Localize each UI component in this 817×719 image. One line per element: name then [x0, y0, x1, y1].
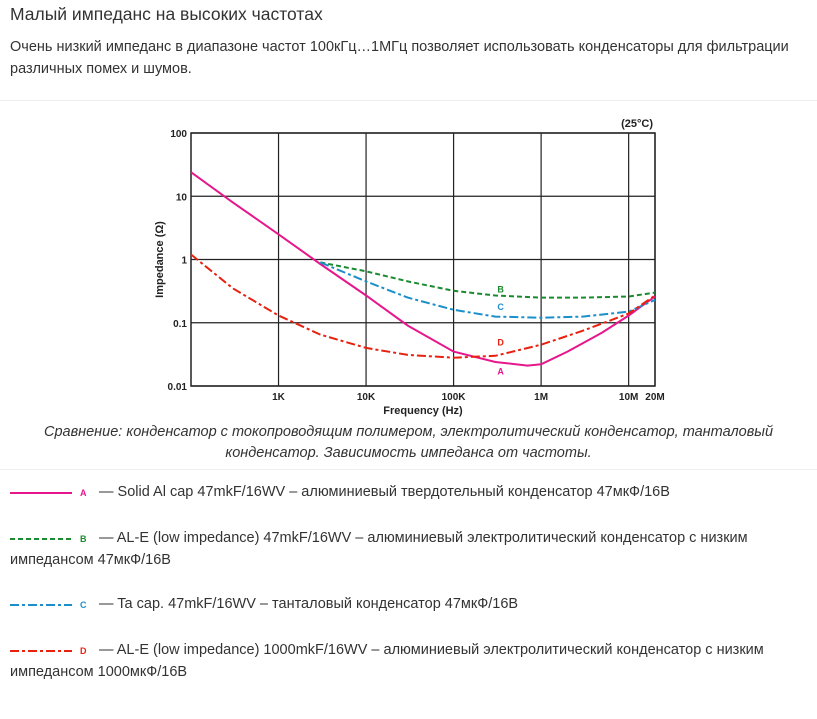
chart-figure: 100 10 1 0.1 0.01 1K 10K 100K 1M 10M 20M Frequency … [0, 100, 817, 470]
y-axis-label: Impedance (Ω) [154, 221, 166, 298]
legend-item-d: D — AL-E (low impedance) 1000mkF/16WV – … [10, 639, 800, 683]
legend-key: D [80, 646, 87, 656]
series-label-c: C [497, 302, 504, 312]
plot-frame [190, 132, 656, 387]
x-tick-label: 1K [272, 392, 286, 403]
legend-item-a: A — Solid Al cap 47mkF/16WV – алюминиевы… [10, 481, 800, 503]
y-tick-label: 10 [176, 192, 188, 203]
temperature-annotation: (25°C) [621, 118, 653, 130]
x-tick-label: 10K [357, 392, 376, 403]
x-tick-label: 1M [534, 392, 548, 403]
impedance-chart: 100 10 1 0.1 0.01 1K 10K 100K 1M 10M 20M Frequency … [154, 118, 665, 417]
series-label-a: A [497, 366, 504, 376]
legend-swatch-c: C [10, 594, 95, 610]
legend-text-a: — Solid Al cap 47mkF/16WV – алюминиевый … [99, 484, 670, 500]
legend-swatch-b: B [10, 528, 95, 544]
x-axis-label: Frequency (Hz) [383, 405, 463, 417]
legend-item-b: B — AL-E (low impedance) 47mkF/16WV – ал… [10, 527, 800, 571]
legend-key: C [80, 600, 87, 610]
chart-caption: Сравнение: конденсатор с токопроводящим … [43, 424, 774, 461]
section-title: Малый импеданс на высоких частотах [10, 4, 323, 24]
series-line-a [190, 171, 656, 367]
legend-key: A [80, 488, 87, 498]
x-tick-label: 20M [645, 392, 664, 403]
legend-swatch-a: A [10, 482, 95, 498]
legend-swatch-d: D [10, 640, 95, 656]
series-line-d [190, 253, 656, 359]
section-intro: Очень низкий импеданс в диапазоне частот… [10, 39, 789, 77]
legend-text-b: — AL-E (low impedance) 47mkF/16WV – алюм… [10, 530, 748, 568]
legend-key: B [80, 534, 87, 544]
legend-item-c: C — Ta cap. 47mkF/16WV – танталовый конд… [10, 593, 800, 615]
series-label-d: D [497, 338, 504, 348]
y-tick-label: 0.1 [173, 319, 187, 330]
legend-swatch-graphic: A [10, 488, 87, 498]
legend-swatch-graphic: D [10, 646, 87, 656]
legend-text-c: — Ta cap. 47mkF/16WV – танталовый конден… [99, 596, 519, 612]
series-line-b [320, 261, 656, 299]
legend-text-d: — AL-E (low impedance) 1000mkF/16WV – ал… [10, 642, 764, 680]
y-tick-label: 0.01 [168, 382, 188, 393]
series-line-c [319, 261, 656, 319]
series-label-b: B [497, 284, 504, 294]
x-tick-label: 10M [619, 392, 638, 403]
legend-swatch-graphic: B [10, 534, 87, 544]
y-tick-label: 1 [181, 256, 187, 267]
legend-swatch-graphic: C [10, 600, 87, 610]
x-tick-label: 100K [442, 392, 467, 403]
y-tick-label: 100 [170, 129, 187, 140]
